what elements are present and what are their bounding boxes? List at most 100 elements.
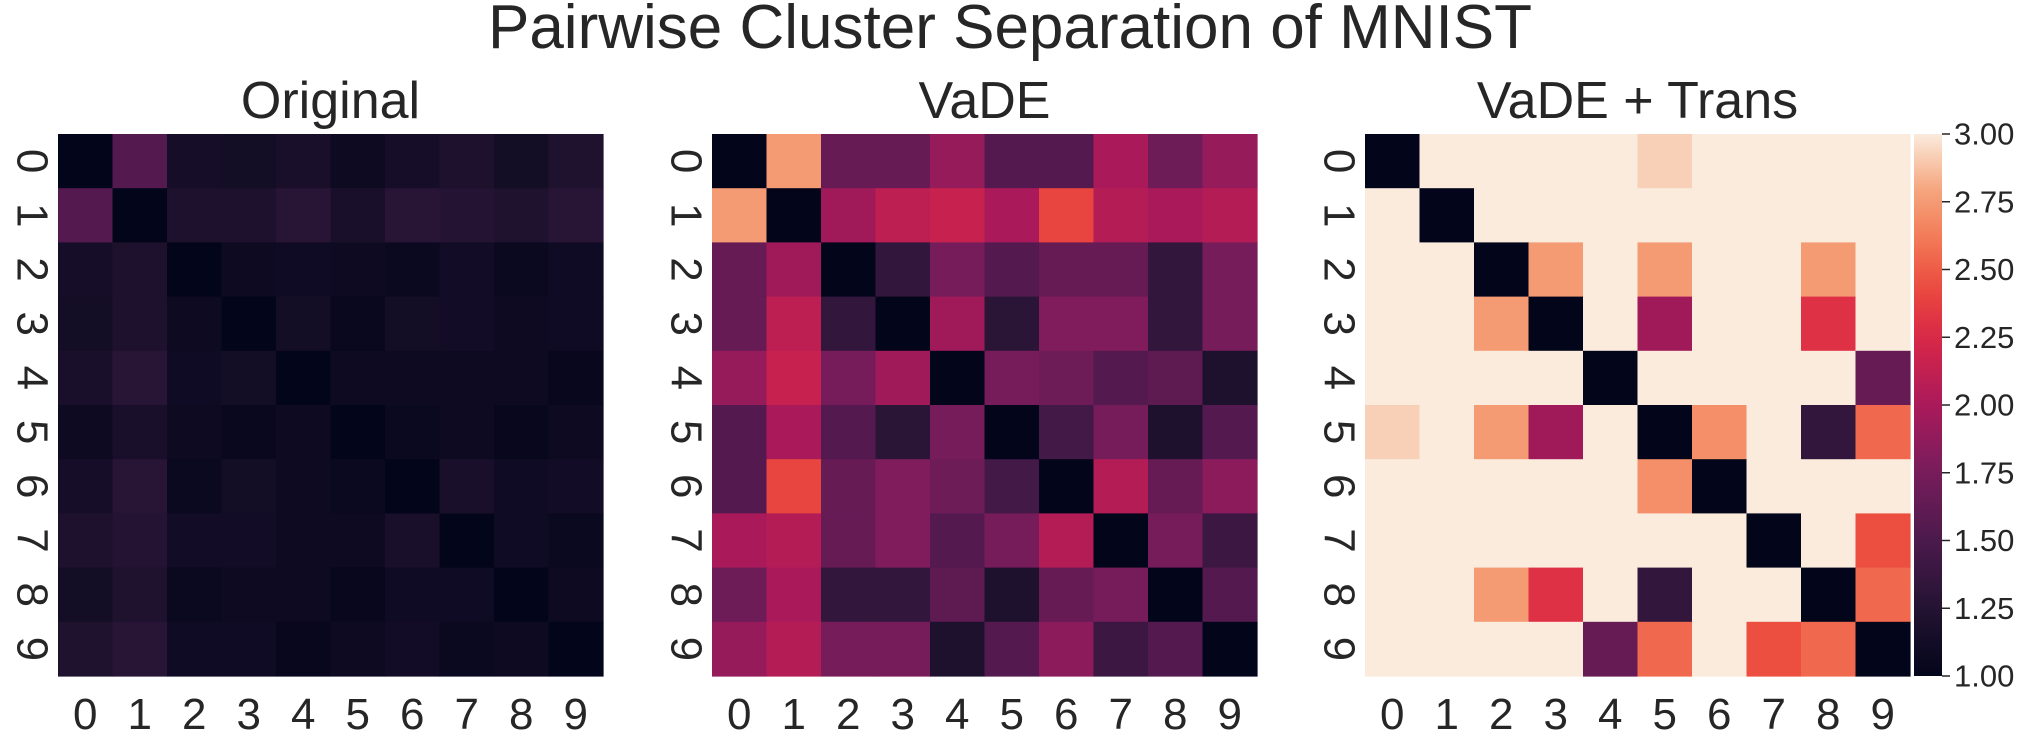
- heatmap-cell: [766, 459, 822, 514]
- heatmap-cell: [276, 296, 332, 352]
- heatmap-cell: [875, 459, 931, 514]
- panel-title: VaDE + Trans: [1477, 72, 1798, 130]
- heatmap-cell: [821, 459, 877, 514]
- heatmap-cell: [1583, 405, 1639, 460]
- x-tick-label: 4: [945, 690, 969, 736]
- heatmap-cell: [112, 405, 168, 460]
- panel-title: VaDE: [919, 72, 1051, 130]
- heatmap-cell: [1692, 621, 1748, 677]
- heatmap-cell: [1365, 134, 1421, 189]
- heatmap-cell: [1746, 459, 1802, 514]
- heatmap-cell: [1148, 513, 1204, 569]
- heatmap-cell: [1855, 405, 1911, 460]
- x-tick-label: 7: [455, 690, 479, 736]
- heatmap-cell: [1801, 567, 1857, 623]
- heatmap-cell: [494, 621, 550, 677]
- x-tick-label: 8: [1163, 690, 1187, 736]
- y-tick-label: 2: [1315, 257, 1364, 281]
- heatmap-cell: [875, 242, 931, 298]
- heatmap-cell: [1093, 188, 1149, 243]
- heatmap-cell: [548, 350, 604, 406]
- heatmap-cell: [112, 350, 168, 406]
- heatmap-cell: [385, 567, 441, 623]
- heatmap-cell: [1692, 350, 1748, 406]
- heatmap-cell: [821, 405, 877, 460]
- heatmap-cell: [1202, 188, 1258, 243]
- heatmap-cell: [221, 567, 277, 623]
- heatmap-cell: [112, 242, 168, 298]
- heatmap-cell: [1583, 459, 1639, 514]
- heatmap-cell: [1583, 134, 1639, 189]
- x-tick-label: 0: [1380, 690, 1404, 736]
- y-tick-label: 1: [1315, 203, 1364, 227]
- heatmap-cell: [1692, 459, 1748, 514]
- heatmap-cell: [385, 242, 441, 298]
- heatmap-cell: [1474, 350, 1530, 406]
- heatmap-cell: [1692, 296, 1748, 352]
- heatmap-cell: [439, 242, 495, 298]
- heatmap-cell: [712, 242, 768, 298]
- heatmap-cell: [1148, 350, 1204, 406]
- heatmap-cell: [112, 567, 168, 623]
- heatmap-cell: [1801, 513, 1857, 569]
- heatmap-cell: [167, 350, 223, 406]
- y-tick-label: 5: [8, 420, 57, 444]
- heatmap-cell: [1039, 296, 1095, 352]
- heatmap-cell: [821, 350, 877, 406]
- heatmap-cell: [821, 188, 877, 243]
- y-tick-label: 2: [8, 257, 57, 281]
- heatmap-cell: [1801, 242, 1857, 298]
- x-tick-label: 8: [1816, 690, 1840, 736]
- heatmap-cell: [875, 188, 931, 243]
- heatmap-cell: [984, 350, 1040, 406]
- heatmap-cell: [221, 621, 277, 677]
- heatmap-cell: [930, 621, 986, 677]
- heatmap-cell: [1148, 242, 1204, 298]
- heatmap-cell: [1474, 188, 1530, 243]
- heatmap-cell: [984, 296, 1040, 352]
- heatmap-cell: [494, 350, 550, 406]
- heatmap-cell: [984, 567, 1040, 623]
- heatmap-cell: [385, 134, 441, 189]
- heatmap-cell: [1365, 621, 1421, 677]
- x-tick-label: 3: [891, 690, 915, 736]
- heatmap-cell: [1637, 188, 1693, 243]
- heatmap-cell: [1583, 513, 1639, 569]
- heatmap-cell: [1637, 134, 1693, 189]
- y-tick-label: 6: [662, 474, 711, 498]
- heatmap-cell: [1528, 405, 1584, 460]
- heatmap-cell: [930, 242, 986, 298]
- heatmap-cell: [1039, 242, 1095, 298]
- heatmap-cell: [1528, 188, 1584, 243]
- heatmap-cell: [1474, 134, 1530, 189]
- heatmap-cell: [1202, 621, 1258, 677]
- heatmap-cell: [1365, 459, 1421, 514]
- heatmap-cell: [58, 459, 114, 514]
- heatmap-cell: [385, 350, 441, 406]
- heatmap-cell: [1202, 134, 1258, 189]
- heatmap-cell: [1474, 296, 1530, 352]
- heatmap-cell: [875, 350, 931, 406]
- heatmap-cell: [1474, 459, 1530, 514]
- heatmap-cell: [1801, 350, 1857, 406]
- x-tick-label: 4: [1598, 690, 1622, 736]
- heatmap-cell: [439, 513, 495, 569]
- heatmap-cell: [1528, 459, 1584, 514]
- heatmap-cell: [984, 188, 1040, 243]
- colorbar-tick-label: 2.00: [1954, 388, 2014, 423]
- heatmap-cell: [1583, 567, 1639, 623]
- heatmap-cell: [1583, 296, 1639, 352]
- heatmap-cell: [1365, 567, 1421, 623]
- heatmap-cell: [385, 459, 441, 514]
- heatmap-cell: [494, 567, 550, 623]
- heatmap-cell: [821, 242, 877, 298]
- heatmap-cell: [167, 621, 223, 677]
- heatmap-cell: [1365, 188, 1421, 243]
- heatmap-cell: [494, 242, 550, 298]
- heatmap-cell: [221, 513, 277, 569]
- heatmap-cell: [330, 296, 386, 352]
- heatmap-cell: [276, 242, 332, 298]
- heatmap-cell: [1474, 621, 1530, 677]
- heatmap-cell: [439, 188, 495, 243]
